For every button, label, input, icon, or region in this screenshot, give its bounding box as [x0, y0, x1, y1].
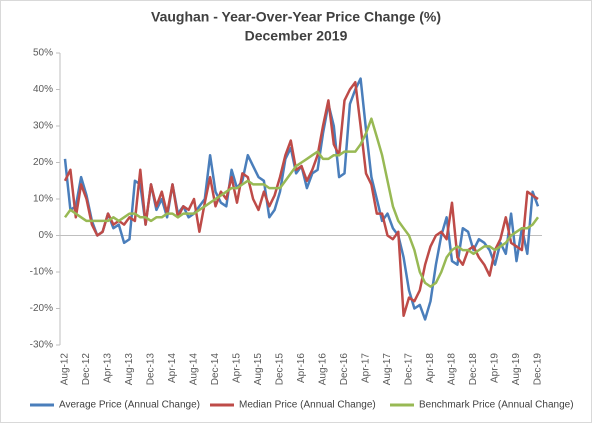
x-tick-label: Dec-15	[275, 353, 286, 386]
x-tick-label: Dec-19	[533, 353, 544, 386]
x-tick-label: Aug-13	[124, 353, 135, 386]
x-tick-label: Apr-18	[425, 353, 436, 383]
x-tick-label: Aug-15	[253, 353, 264, 386]
x-tick-label: Dec-14	[210, 353, 221, 386]
y-tick-label: 40%	[33, 84, 53, 95]
y-tick-label: -30%	[30, 340, 53, 351]
y-tick-label: 0%	[39, 230, 54, 241]
x-tick-label: Aug-18	[447, 353, 458, 386]
x-tick-label: Aug-14	[189, 353, 200, 386]
x-tick-label: Dec-12	[81, 353, 92, 386]
y-tick-label: 50%	[33, 48, 53, 59]
y-tick-label: -10%	[30, 267, 53, 278]
x-tick-label: Aug-12	[60, 353, 71, 386]
x-tick-label: Apr-19	[490, 353, 501, 383]
x-tick-label: Apr-17	[361, 353, 372, 383]
legend-label: Benchmark Price (Annual Change)	[419, 400, 574, 411]
x-tick-label: Apr-14	[167, 353, 178, 383]
legend-label: Median Price (Annual Change)	[239, 400, 376, 411]
series-line	[63, 117, 540, 288]
chart-title: Vaughan - Year-Over-Year Price Change (%…	[151, 9, 441, 25]
x-tick-label: Apr-16	[296, 353, 307, 383]
series-line	[63, 80, 539, 318]
x-tick-label: Dec-17	[404, 353, 415, 386]
x-tick-label: Aug-17	[382, 353, 393, 386]
y-tick-label: 30%	[33, 121, 53, 132]
x-tick-label: Apr-15	[232, 353, 243, 383]
x-tick-label: Aug-19	[511, 353, 522, 386]
y-tick-label: 20%	[33, 157, 53, 168]
x-tick-label: Apr-13	[103, 353, 114, 383]
x-tick-label: Aug-16	[318, 353, 329, 386]
chart-subtitle: December 2019	[245, 28, 348, 44]
x-tick-label: Dec-16	[339, 353, 350, 386]
y-tick-label: 10%	[33, 194, 53, 205]
legend-label: Average Price (Annual Change)	[59, 400, 200, 411]
x-tick-label: Dec-18	[468, 353, 479, 386]
y-tick-label: -20%	[30, 303, 53, 314]
x-tick-label: Dec-13	[146, 353, 157, 386]
